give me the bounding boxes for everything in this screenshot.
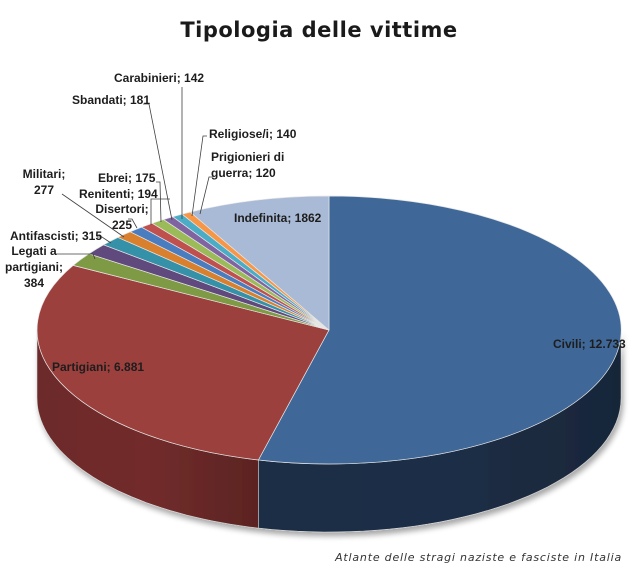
data-label-ebrei: Ebrei; 175 <box>98 171 156 185</box>
data-label-militari: Militari; 277 <box>23 167 66 197</box>
data-label-carabinieri: Carabinieri; 142 <box>114 71 204 85</box>
leader-line-renitenti <box>150 198 170 225</box>
pie-slice-indefinita[interactable] <box>189 195 330 331</box>
data-label-legati: Legati a partigiani; 384 <box>5 244 63 290</box>
leader-line-sbandati <box>143 103 173 221</box>
leader-line-disertori <box>128 218 138 229</box>
data-label-partigiani: Partigiani; 6.881 <box>52 360 144 374</box>
leader-line-prigionieri <box>199 176 213 215</box>
pie-side-partigiani <box>37 330 259 528</box>
data-label-sbandati: Sbandati; 181 <box>72 93 150 107</box>
leader-line-ebrei <box>156 181 162 223</box>
chart-title: Tipologia delle vittime <box>180 18 458 42</box>
data-label-indefinita: Indefinita; 1862 <box>234 211 322 225</box>
leader-line-religiose <box>191 135 207 217</box>
leader-line-antifascisti <box>97 236 112 244</box>
leader-line-militari <box>61 193 125 238</box>
pie-side-civili <box>258 330 621 532</box>
leader-line-legati <box>56 253 96 260</box>
data-label-religiose: Religiose/i; 140 <box>209 127 297 141</box>
pie-top <box>36 195 622 465</box>
data-label-disertori: Disertori; 225 <box>95 202 148 232</box>
pie-slice-partigiani[interactable] <box>36 265 330 461</box>
data-label-prigionieri: Prigionieri di guerra; 120 <box>211 150 284 180</box>
data-label-civili: Civili; 12.733 <box>553 337 626 351</box>
pie-labels: Civili; 12.733 Partigiani; 6.881 Indefinit… <box>5 71 626 374</box>
data-label-antifascisti: Antifascisti; 315 <box>10 229 102 243</box>
data-label-renitenti: Renitenti; 194 <box>79 187 158 201</box>
source-caption: Atlante delle stragi naziste e fasciste … <box>335 551 622 564</box>
pie-sides <box>36 329 622 533</box>
pie-slice-civili[interactable] <box>257 195 622 465</box>
